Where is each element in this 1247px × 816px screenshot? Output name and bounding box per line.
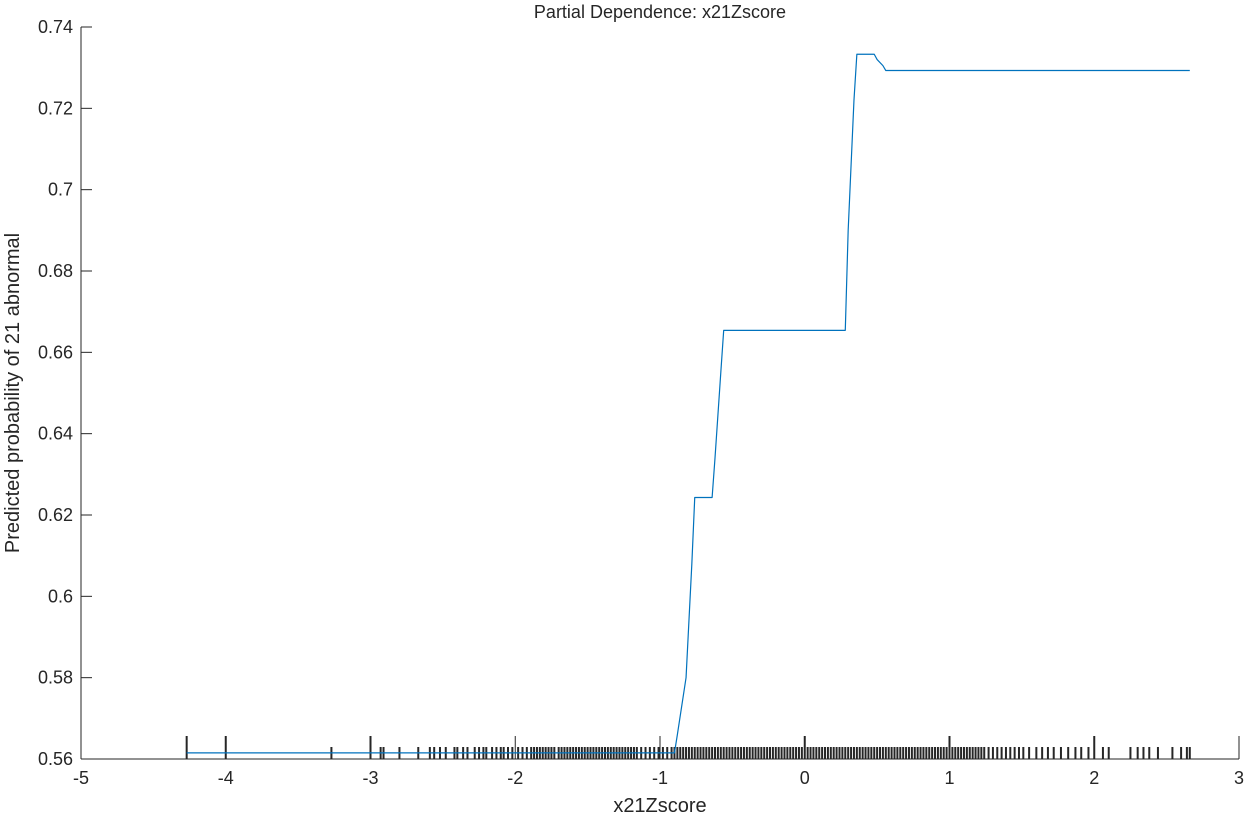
rug-marks: [185, 736, 1191, 759]
y-tick-label: 0.6: [48, 586, 73, 606]
partial-dependence-line: [186, 53, 1190, 754]
x-tick-label: -2: [507, 768, 523, 788]
chart-title: Partial Dependence: x21Zscore: [534, 2, 786, 22]
x-axis-label: x21Zscore: [613, 795, 706, 816]
x-tick-label: 1: [944, 768, 954, 788]
x-tick-label: 3: [1234, 768, 1244, 788]
y-tick-label: 0.64: [38, 424, 73, 444]
plot-area: -5 -4 -3 -2 -1 0 1 2 3 0.56 0.58 0.6 0.62 0.64 0.66 0.6…: [38, 17, 1244, 788]
axes: -5 -4 -3 -2 -1 0 1 2 3 0.56 0.58 0.6 0.62 0.64 0.66 0.6…: [38, 17, 1244, 788]
y-tick-label: 0.62: [38, 505, 73, 525]
y-tick-label: 0.7: [48, 180, 73, 200]
y-tick-label: 0.72: [38, 98, 73, 118]
y-tick-label: 0.58: [38, 668, 73, 688]
x-tick-label: -4: [218, 768, 234, 788]
x-tick-label: 2: [1089, 768, 1099, 788]
x-tick-label: -1: [652, 768, 668, 788]
x-tick-label: -3: [362, 768, 378, 788]
x-tick-label: 0: [800, 768, 810, 788]
y-tick-label: 0.66: [38, 342, 73, 362]
y-tick-label: 0.56: [38, 749, 73, 769]
y-tick-label: 0.68: [38, 261, 73, 281]
y-tick-label: 0.74: [38, 17, 73, 37]
x-tick-label: -5: [73, 768, 89, 788]
y-axis-label: Predicted probability of 21 abnormal: [2, 233, 24, 553]
